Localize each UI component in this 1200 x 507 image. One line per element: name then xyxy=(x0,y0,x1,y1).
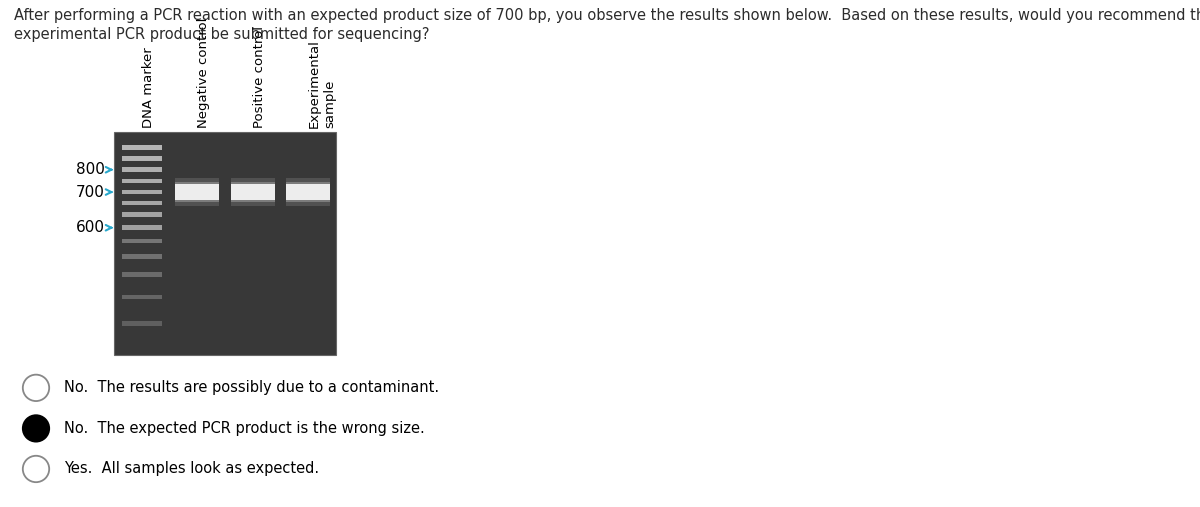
Bar xyxy=(121,167,162,172)
Bar xyxy=(121,201,162,205)
Text: Negative control: Negative control xyxy=(197,17,210,128)
Bar xyxy=(286,178,330,206)
Ellipse shape xyxy=(23,456,49,482)
Text: After performing a PCR reaction with an expected product size of 700 bp, you obs: After performing a PCR reaction with an … xyxy=(14,8,1200,43)
Text: Positive control: Positive control xyxy=(253,26,265,128)
Bar xyxy=(286,183,330,202)
Bar xyxy=(286,185,330,200)
Bar xyxy=(175,185,220,200)
Bar xyxy=(121,212,162,216)
Text: 800: 800 xyxy=(76,162,104,177)
Text: No.  The expected PCR product is the wrong size.: No. The expected PCR product is the wron… xyxy=(64,421,425,436)
Text: No.  The results are possibly due to a contaminant.: No. The results are possibly due to a co… xyxy=(64,380,439,395)
Bar xyxy=(175,183,220,202)
Bar xyxy=(121,295,162,299)
Bar xyxy=(230,178,275,206)
Bar xyxy=(230,183,275,202)
Bar xyxy=(230,185,275,200)
Bar xyxy=(121,272,162,277)
Bar xyxy=(175,178,220,206)
Text: 600: 600 xyxy=(76,220,104,235)
Bar xyxy=(121,239,162,243)
Bar xyxy=(286,185,330,200)
Ellipse shape xyxy=(23,415,49,442)
Bar xyxy=(121,226,162,230)
Text: Yes.  All samples look as expected.: Yes. All samples look as expected. xyxy=(64,461,319,477)
Bar xyxy=(114,132,336,355)
Bar xyxy=(121,156,162,161)
Bar xyxy=(121,190,162,194)
Bar xyxy=(175,185,220,200)
Bar xyxy=(121,255,162,259)
Text: DNA marker: DNA marker xyxy=(142,47,155,128)
Text: 700: 700 xyxy=(76,185,104,200)
Bar xyxy=(121,321,162,326)
Text: Experimental
sample: Experimental sample xyxy=(308,39,336,128)
Bar xyxy=(230,185,275,200)
Ellipse shape xyxy=(23,375,49,401)
Bar xyxy=(121,145,162,150)
Bar xyxy=(121,178,162,183)
